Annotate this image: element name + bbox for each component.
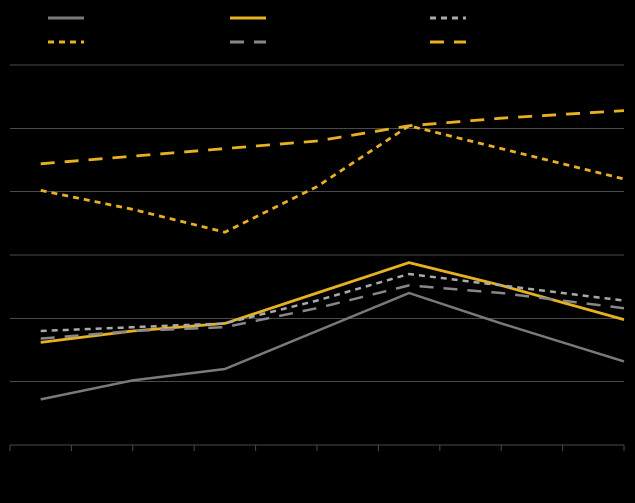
line-chart	[0, 0, 635, 503]
chart-svg	[0, 0, 635, 503]
